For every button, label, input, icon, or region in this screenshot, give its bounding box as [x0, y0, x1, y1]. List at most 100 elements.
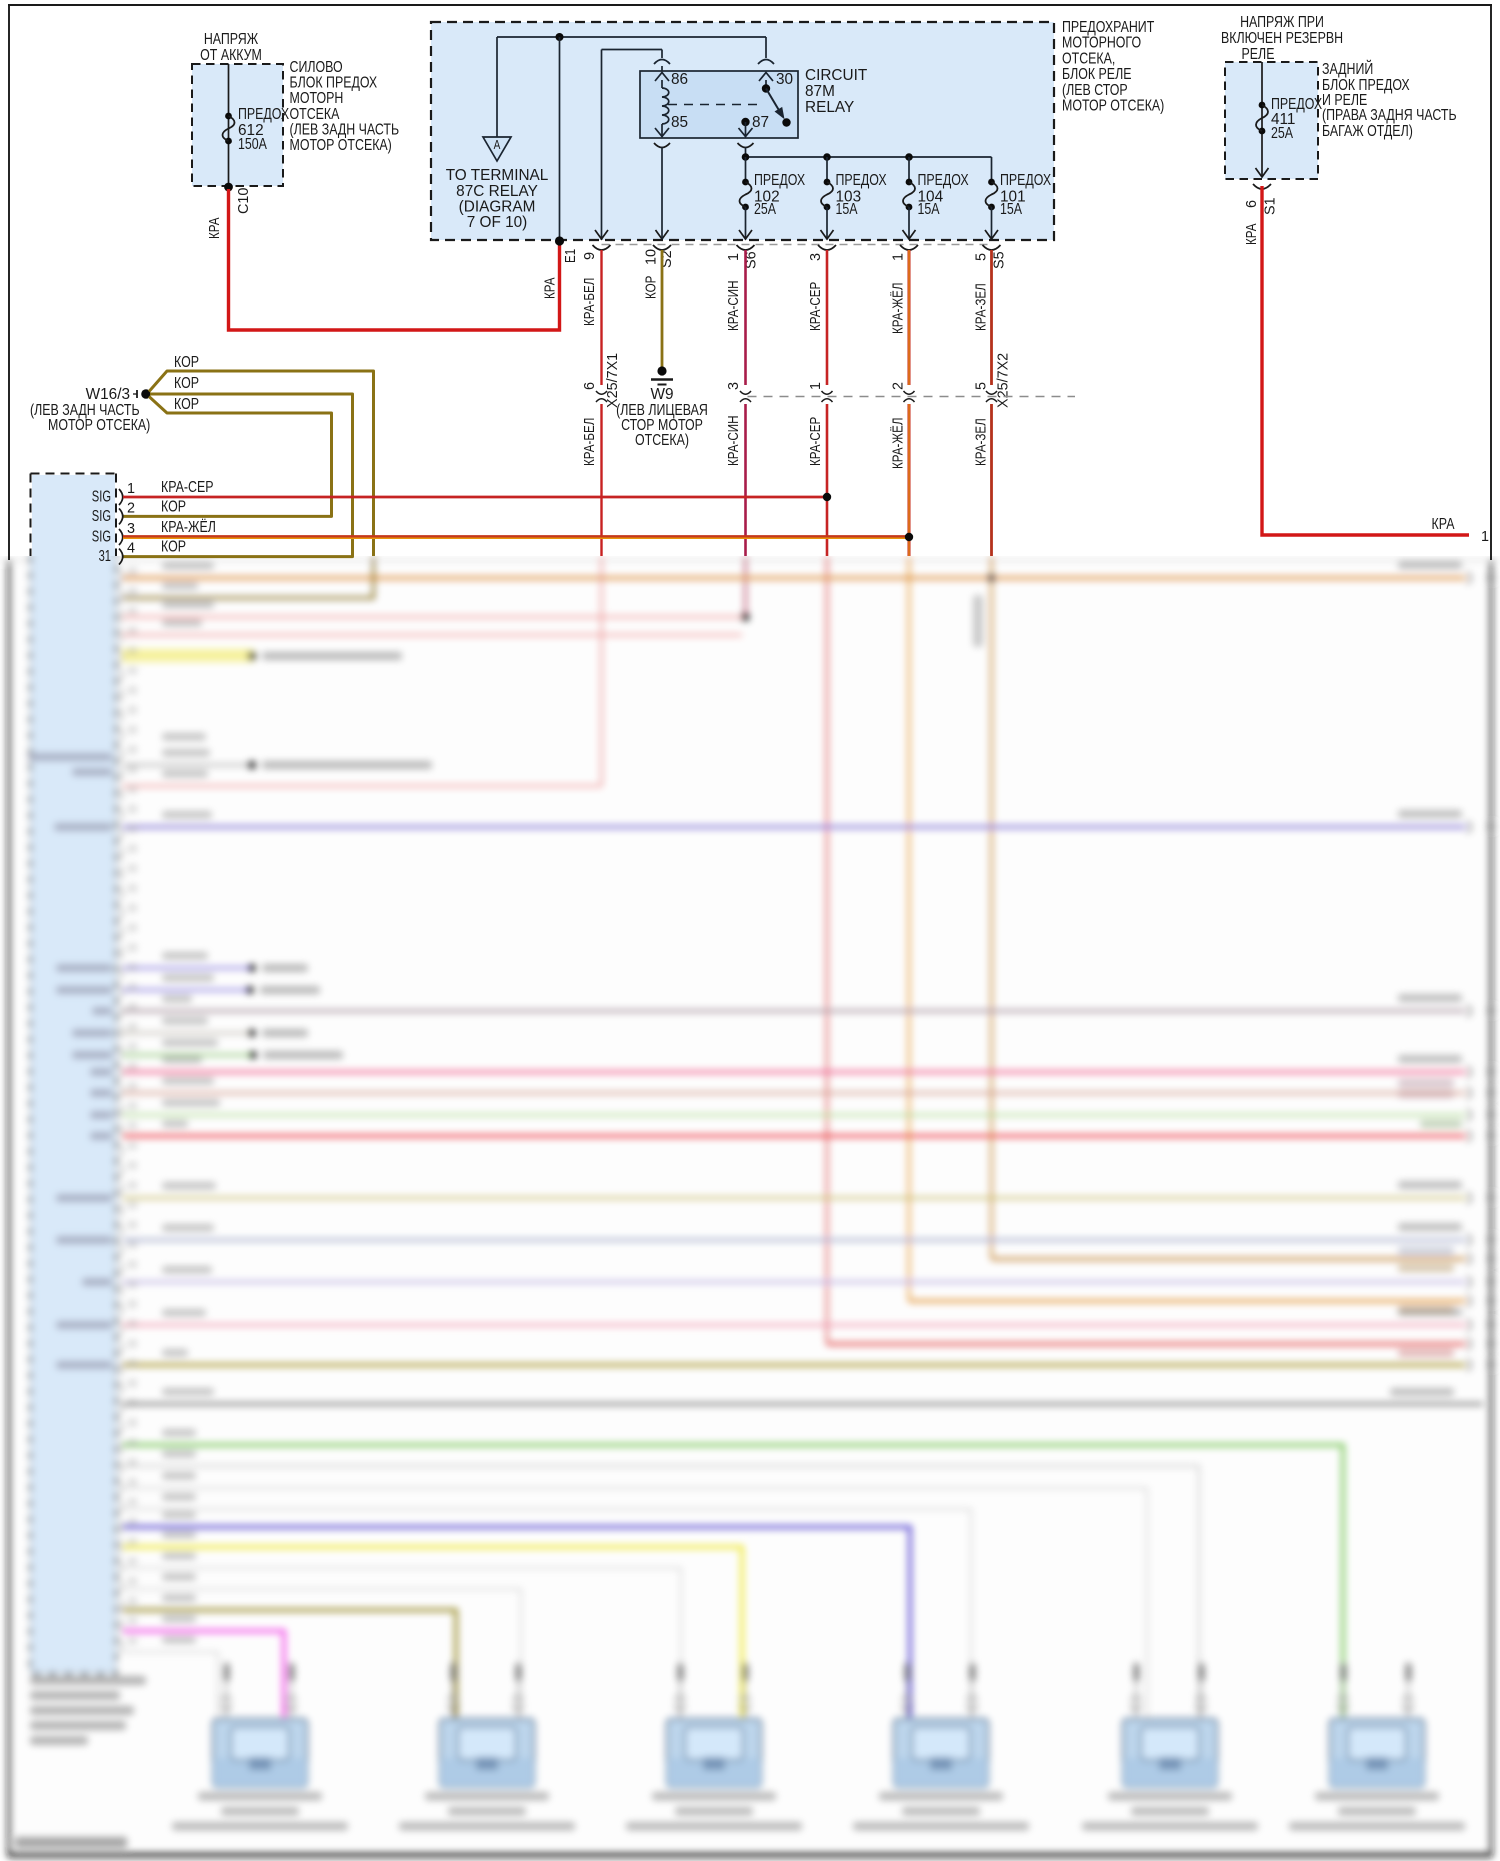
svg-text:5: 5	[973, 253, 989, 261]
svg-text:101: 101	[1000, 188, 1026, 205]
svg-text:ПРЕДОХ: ПРЕДОХ	[238, 106, 290, 124]
svg-text:X25/7X2: X25/7X2	[995, 353, 1011, 408]
svg-text:КОР: КОР	[174, 375, 199, 393]
svg-text:10: 10	[643, 249, 659, 265]
svg-text:87C RELAY: 87C RELAY	[456, 183, 538, 200]
svg-text:25А: 25А	[754, 201, 776, 219]
svg-text:КРА-СИН: КРА-СИН	[725, 281, 742, 331]
svg-text:БЛОК ПРЕДОХ: БЛОК ПРЕДОХ	[290, 74, 378, 92]
svg-text:W9: W9	[650, 386, 673, 403]
svg-text:ОТ АККУМ: ОТ АККУМ	[200, 47, 262, 65]
svg-text:1: 1	[890, 253, 906, 261]
svg-text:ПРЕДОХ: ПРЕДОХ	[1271, 96, 1323, 114]
svg-text:БЛОК ПРЕДОХ: БЛОК ПРЕДОХ	[1322, 77, 1410, 95]
svg-text:КРА-ЖЁЛ: КРА-ЖЁЛ	[161, 517, 216, 536]
svg-text:C10: C10	[236, 188, 252, 214]
svg-text:МОТОР ОТСЕКА): МОТОР ОТСЕКА)	[1062, 97, 1164, 115]
svg-text:ПРЕДОХ: ПРЕДОХ	[836, 172, 888, 190]
svg-text:SIG: SIG	[92, 507, 111, 524]
svg-text:МОТОРН: МОТОРН	[290, 90, 344, 108]
svg-text:X25/7X1: X25/7X1	[605, 353, 621, 408]
svg-text:КРА-ЗЕЛ: КРА-ЗЕЛ	[972, 283, 989, 331]
svg-text:85: 85	[671, 114, 688, 131]
svg-text:103: 103	[836, 188, 862, 205]
svg-text:TO TERMINAL: TO TERMINAL	[446, 167, 549, 184]
svg-text:И РЕЛЕ: И РЕЛЕ	[1322, 92, 1367, 110]
svg-text:S5: S5	[991, 251, 1007, 269]
svg-text:ЗАДНИЙ: ЗАДНИЙ	[1322, 58, 1373, 78]
svg-text:30: 30	[776, 71, 793, 88]
svg-text:БЛОК РЕЛЕ: БЛОК РЕЛЕ	[1062, 66, 1131, 84]
svg-text:Е1: Е1	[562, 249, 579, 263]
svg-text:ОТСЕКА: ОТСЕКА	[290, 106, 340, 124]
svg-text:1: 1	[726, 253, 742, 261]
svg-text:SIG: SIG	[92, 488, 111, 505]
svg-text:НАПРЯЖ: НАПРЯЖ	[204, 31, 258, 49]
svg-text:СИЛОВО: СИЛОВО	[290, 59, 343, 77]
svg-text:КРА-СЕР: КРА-СЕР	[807, 417, 824, 466]
svg-text:102: 102	[754, 188, 780, 205]
svg-text:КРА-БЕЛ: КРА-БЕЛ	[581, 278, 598, 326]
svg-text:W16/3: W16/3	[86, 386, 131, 403]
svg-text:МОТОР ОТСЕКА): МОТОР ОТСЕКА)	[290, 137, 392, 155]
svg-text:ВКЛЮЧЕН РЕЗЕРВН: ВКЛЮЧЕН РЕЗЕРВН	[1221, 30, 1343, 48]
svg-text:6: 6	[1244, 200, 1260, 208]
svg-text:(DIAGRAM: (DIAGRAM	[459, 198, 536, 215]
svg-text:КОР: КОР	[161, 498, 186, 516]
svg-text:15А: 15А	[918, 201, 940, 219]
svg-text:КОР: КОР	[642, 276, 659, 299]
svg-text:3: 3	[127, 521, 135, 537]
svg-text:411: 411	[1271, 111, 1295, 128]
svg-text:МОТОР ОТСЕКА): МОТОР ОТСЕКА)	[48, 417, 150, 435]
svg-text:15А: 15А	[836, 201, 858, 219]
svg-text:КРА: КРА	[541, 277, 558, 299]
svg-text:ОТСЕКА,: ОТСЕКА,	[1062, 50, 1115, 68]
svg-text:(ЛЕВ ЗАДН ЧАСТЬ: (ЛЕВ ЗАДН ЧАСТЬ	[290, 121, 400, 139]
svg-text:RELAY: RELAY	[805, 99, 855, 116]
svg-text:ПРЕДОХ: ПРЕДОХ	[918, 172, 970, 190]
svg-text:25А: 25А	[1271, 125, 1293, 143]
svg-text:А: А	[494, 138, 501, 153]
svg-text:(ПРАВА ЗАДНЯ ЧАСТЬ: (ПРАВА ЗАДНЯ ЧАСТЬ	[1322, 107, 1457, 125]
svg-text:(ЛЕВ СТОР: (ЛЕВ СТОР	[1062, 81, 1128, 99]
svg-text:МОТОРНОГО: МОТОРНОГО	[1062, 34, 1141, 52]
svg-text:5: 5	[973, 382, 989, 390]
svg-text:(ЛЕВ ЛИЦЕВАЯ: (ЛЕВ ЛИЦЕВАЯ	[616, 402, 708, 420]
svg-text:КРА-БЕЛ: КРА-БЕЛ	[581, 418, 598, 466]
svg-text:S1: S1	[1262, 197, 1278, 215]
svg-text:НАПРЯЖ ПРИ: НАПРЯЖ ПРИ	[1240, 14, 1324, 32]
svg-text:РЕЛЕ: РЕЛЕ	[1242, 46, 1275, 64]
svg-text:7 OF 10): 7 OF 10)	[467, 214, 528, 231]
svg-text:150А: 150А	[238, 136, 267, 154]
svg-text:31: 31	[99, 547, 111, 564]
svg-text:СТОР МОТОР: СТОР МОТОР	[621, 417, 703, 435]
svg-text:ПРЕДОХ: ПРЕДОХ	[1000, 172, 1052, 190]
svg-text:CIRCUIT: CIRCUIT	[805, 67, 868, 84]
svg-text:1: 1	[1481, 529, 1489, 545]
svg-text:15А: 15А	[1000, 201, 1022, 219]
svg-text:КРА: КРА	[206, 217, 223, 239]
svg-text:БАГАЖ ОТДЕЛ): БАГАЖ ОТДЕЛ)	[1322, 123, 1413, 141]
svg-text:КРА-СИН: КРА-СИН	[725, 416, 742, 466]
svg-text:1: 1	[808, 382, 824, 390]
svg-text:КРА-СЕР: КРА-СЕР	[807, 282, 824, 331]
svg-text:86: 86	[671, 71, 688, 88]
svg-text:2: 2	[127, 500, 135, 516]
svg-text:3: 3	[808, 253, 824, 261]
svg-text:6: 6	[582, 382, 598, 390]
svg-text:(ЛЕВ ЗАДН ЧАСТЬ: (ЛЕВ ЗАДН ЧАСТЬ	[30, 402, 140, 420]
svg-text:ОТСЕКА): ОТСЕКА)	[635, 432, 689, 450]
svg-text:КРА-ЖЁЛ: КРА-ЖЁЛ	[889, 418, 906, 469]
svg-text:КРА: КРА	[1243, 223, 1260, 245]
svg-text:87: 87	[752, 114, 769, 131]
svg-text:104: 104	[918, 188, 944, 205]
svg-text:87M: 87M	[805, 83, 835, 100]
svg-text:КОР: КОР	[174, 354, 199, 372]
svg-text:КОР: КОР	[161, 538, 186, 556]
svg-text:612: 612	[238, 122, 264, 139]
svg-text:КРА-СЕР: КРА-СЕР	[161, 479, 214, 497]
svg-text:9: 9	[582, 252, 598, 260]
svg-text:КОР: КОР	[174, 396, 199, 414]
svg-text:4: 4	[127, 540, 135, 556]
svg-text:КРА-ЖЁЛ: КРА-ЖЁЛ	[889, 283, 906, 334]
